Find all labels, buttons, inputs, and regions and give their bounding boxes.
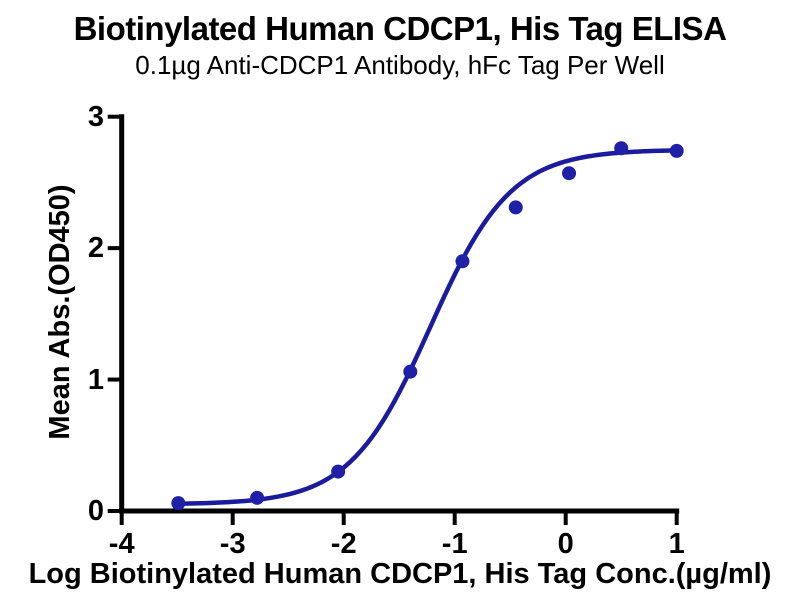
x-tick-label: -3 [219, 528, 246, 560]
y-axis-label: Mean Abs.(OD450) [44, 184, 76, 440]
y-tick-label: 3 [87, 100, 104, 133]
x-tick-label: 0 [557, 528, 574, 560]
y-tick-label: 2 [87, 232, 104, 265]
y-tick-label: 1 [87, 363, 104, 396]
chart-subtitle: 0.1µg Anti-CDCP1 Antibody, hFc Tag Per W… [135, 50, 665, 80]
x-tick-label: 1 [668, 528, 685, 560]
data-point [669, 143, 684, 158]
data-point [403, 364, 418, 379]
data-point [250, 490, 265, 505]
data-point [614, 141, 629, 156]
data-point [171, 496, 186, 511]
chart-title: Biotinylated Human CDCP1, His Tag ELISA [73, 10, 727, 47]
x-tick-label: -1 [441, 528, 468, 560]
data-point [455, 254, 470, 269]
x-tick-label: -2 [330, 528, 357, 560]
y-tick-label: 0 [87, 495, 104, 527]
fit-curve [176, 148, 679, 507]
data-point [331, 464, 346, 479]
x-axis-label: Log Biotinylated Human CDCP1, His Tag Co… [28, 558, 772, 590]
data-point [562, 166, 577, 181]
x-tick-label: -4 [108, 528, 135, 560]
data-point [508, 200, 523, 215]
